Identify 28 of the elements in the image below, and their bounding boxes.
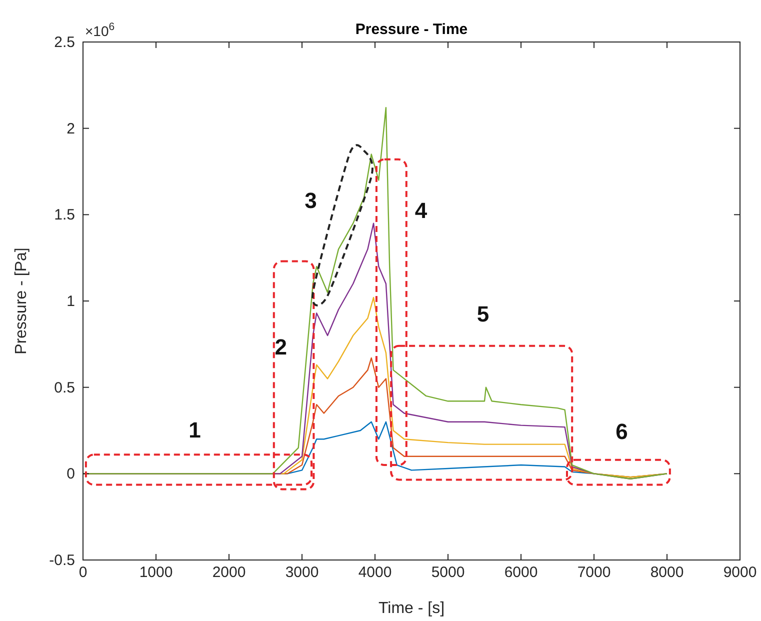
x-tick-label: 6000 [504, 564, 538, 581]
annotation: 3 [304, 188, 317, 213]
y-tick-label: 2.5 [54, 34, 75, 51]
y-tick-label: 2 [66, 120, 75, 138]
x-tick-label: 4000 [358, 564, 392, 581]
y-axis-title: Pressure - [Pa] [13, 248, 30, 354]
chart-title: Pressure - Time [355, 21, 468, 38]
line-series [82, 107, 668, 480]
annotation: 1 [188, 417, 201, 442]
x-tick-label: 0 [78, 564, 88, 581]
annotation: 5 [476, 302, 490, 327]
x-tick-label: 3000 [285, 564, 319, 581]
y-tick-label: -0.5 [49, 552, 75, 569]
annotation: 4 [414, 198, 428, 224]
x-tick-label: 9000 [723, 564, 757, 581]
x-tick-label: 1000 [139, 564, 173, 581]
y-tick-label: 1 [66, 293, 75, 310]
text: ×10$^{6}$ [85, 21, 115, 39]
y-tick-label: 0 [66, 466, 75, 483]
x-axis-title: Time - [s] [378, 600, 445, 617]
x-tick-label: 5000 [431, 564, 465, 581]
x-tick-label: 8000 [650, 564, 684, 581]
annotation: 6 [616, 419, 628, 444]
annotation: 2 [274, 334, 287, 360]
x-tick-label: 2000 [212, 564, 246, 581]
y-tick-label: 0.5 [54, 379, 75, 396]
x-tick-label: 7000 [577, 564, 611, 581]
y-tick-label: 1.5 [54, 206, 75, 224]
